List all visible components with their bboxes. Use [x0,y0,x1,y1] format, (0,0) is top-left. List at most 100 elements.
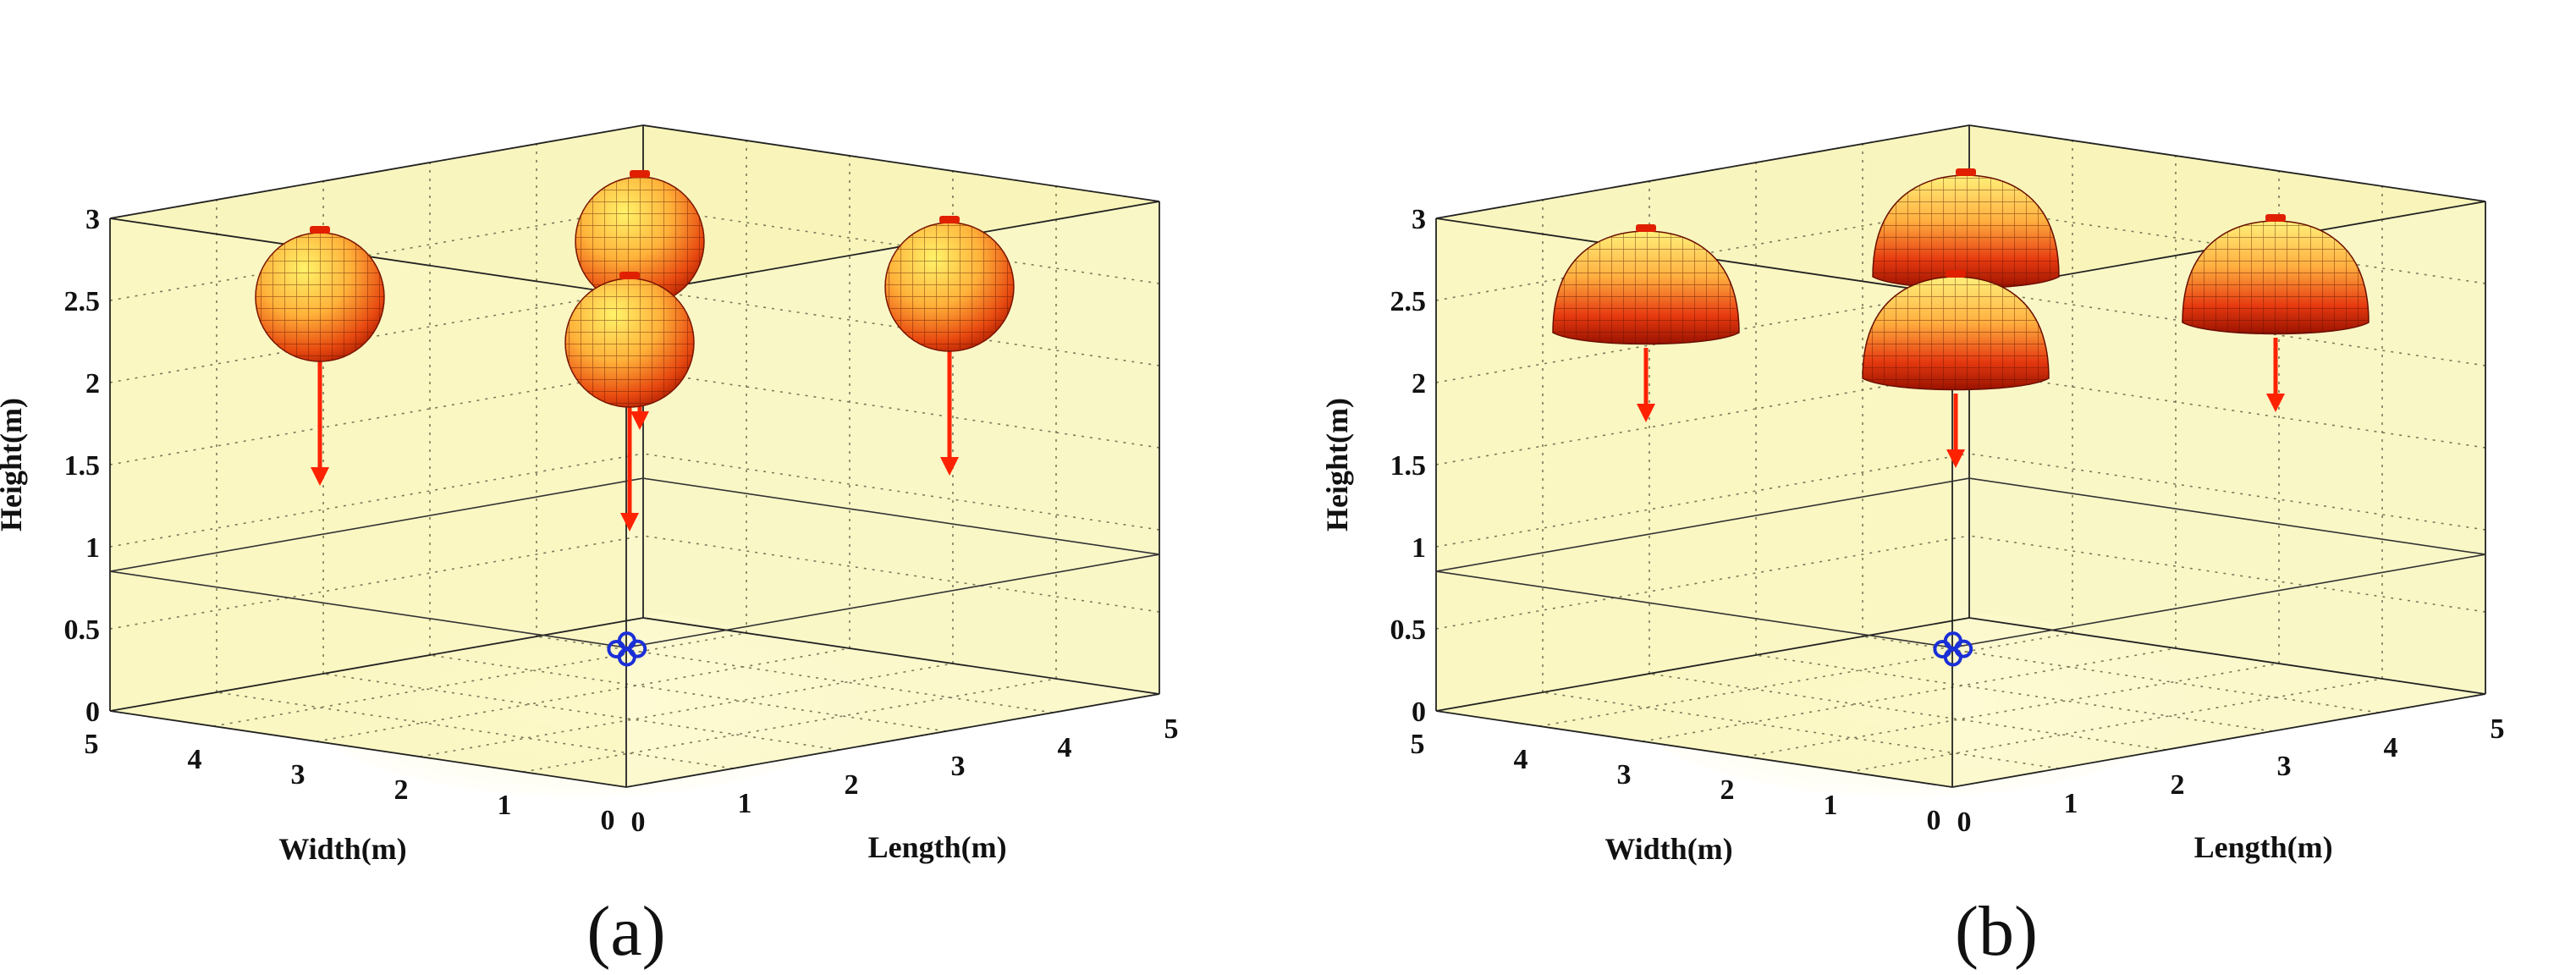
x-axis-label: Length(m) [2194,830,2333,864]
grid-line-backwall-z [109,453,644,548]
box-edge [1951,693,2486,788]
z-tick-label: 0 [1412,697,1426,728]
x-tick-label: 1 [738,788,752,819]
receiver-plane [109,477,1160,648]
box-edge [1968,124,2486,202]
arrow-head [940,457,959,476]
arrow-head [1637,404,1655,422]
y-axis-label: Width(m) [1604,832,1732,866]
x-tick-label: 3 [2277,751,2292,782]
box-edge [625,693,1160,788]
x-tick-label: 4 [1058,732,1072,763]
y-tick-label: 4 [1514,744,1528,775]
x-tick-label: 0 [631,807,646,838]
z-tick-label: 2.5 [1390,286,1427,317]
z-tick-label: 1.5 [64,450,101,482]
led-source [630,170,650,178]
y-tick-label: 1 [498,790,512,821]
x-tick-label: 4 [2384,732,2398,763]
y-axis-label: Width(m) [278,832,406,866]
grid-line-backwall-z [109,535,644,630]
arrow-head [311,467,329,486]
led-radiation-pattern [564,272,695,532]
arrow-head [2266,394,2285,412]
z-tick-label: 3 [1412,204,1426,235]
dome-mesh [2182,221,2369,334]
grid-line-floor-y [1538,632,2073,727]
y-tick-label: 0 [601,805,615,836]
led-radiation-pattern [2182,214,2370,412]
dome-mesh [1863,277,2049,390]
grid-line-floor-y [1848,678,2383,773]
z-tick-label: 2.5 [64,286,101,317]
grid-line-backwall-z [109,371,644,465]
grid-line-backwall-z [1435,453,1970,548]
led-radiation-pattern [255,226,385,486]
back-wall-x [110,125,643,711]
grid-line-floor-y [316,647,850,742]
grid-line-backwall-z [1435,289,1970,383]
box-edge [109,617,644,712]
receiver-plane [1435,477,2486,648]
y-tick-label: 5 [1411,729,1425,760]
y-tick-label: 2 [1720,774,1735,806]
z-tick-label: 2 [1412,368,1426,399]
arrow-head [1946,449,1965,468]
x-tick-label: 1 [2064,788,2078,819]
back-wall-y [643,125,1159,694]
sphere-mesh [565,278,694,407]
box-edge [1435,617,1970,712]
grid-line-backwall-z [1435,535,1970,630]
box-edge [1435,710,1953,788]
grid-line-floor-x [216,691,734,769]
y-tick-label: 1 [1824,790,1838,821]
z-tick-label: 3 [85,204,100,235]
grid-line-sidewall-z [642,207,1160,284]
x-tick-label: 2 [845,769,859,801]
z-axis-label: Height(m) [0,398,28,532]
x-tick-label: 3 [951,751,966,782]
grid-line-sidewall-z [1968,453,2486,531]
sphere-mesh [885,223,1014,351]
chart-panel-b: 01234501234500.511.522.53Length(m)Width(… [1320,124,2505,866]
box-edge [642,617,1160,695]
led-source [1956,168,1976,176]
y-tick-label: 5 [85,729,99,760]
box-edge [109,710,627,788]
grid-line-floor-y [419,663,954,757]
grid-line-floor-y [212,632,747,727]
y-tick-label: 4 [188,744,202,775]
grid-line-floor-x [322,673,840,751]
receiver-marker [617,647,636,667]
grid-line-sidewall-z [1968,289,2486,366]
led-radiation-pattern [575,170,705,430]
z-tick-label: 2 [85,368,100,399]
grid-line-floor-y [1642,647,2177,742]
grid-line-sidewall-z [642,453,1160,531]
panel-label-b: (b) [1955,892,2038,971]
grid-line-sidewall-z [1968,207,2486,284]
grid-line-backwall-z [1435,371,1970,465]
grid-line-floor-x [429,654,947,732]
grid-line-floor-x [1755,654,2273,732]
z-tick-label: 0.5 [1390,614,1427,646]
panel-label-a: (a) [586,892,665,971]
grid-line-floor-x [1862,636,2380,713]
y-tick-label: 0 [1927,805,1941,836]
grid-line-sidewall-z [642,535,1160,613]
led-source [310,226,330,234]
led-radiation-pattern [1872,168,2060,366]
chart-panel-a: 01234501234500.511.522.53Length(m)Width(… [0,124,1179,866]
grid-line-backwall-z [109,289,644,383]
led-source [1946,270,1966,278]
led-radiation-pattern [1552,224,1740,422]
z-tick-label: 1 [1412,532,1426,564]
box-edge [625,201,1160,295]
grid-line-floor-y [1745,663,2280,757]
front-wall [1436,218,1952,787]
x-tick-label: 0 [1957,807,1972,838]
z-tick-label: 1.5 [1390,450,1427,482]
grid-line-backwall-z [109,207,644,301]
sphere-mesh [256,233,384,361]
